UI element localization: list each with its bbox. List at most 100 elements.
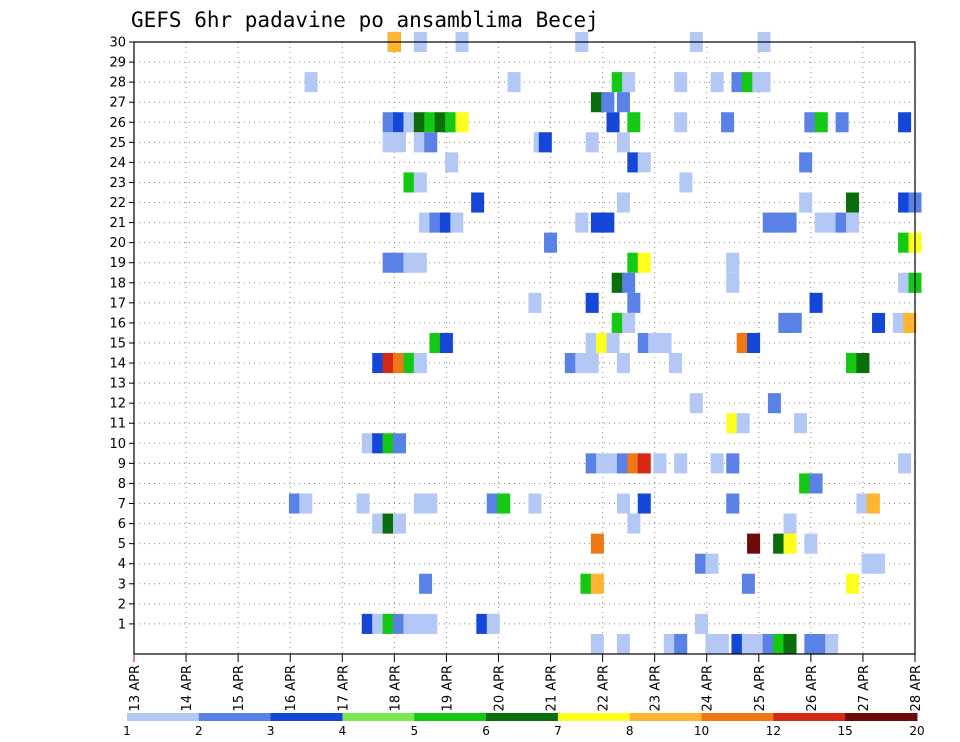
colorbar-label: 6 — [482, 724, 490, 738]
data-cell — [424, 112, 438, 133]
y-axis: 1234567891011121314151617181920212223242… — [109, 36, 134, 632]
y-tick-label: 18 — [109, 276, 126, 291]
data-cell — [695, 613, 709, 634]
data-cell — [372, 513, 386, 534]
data-cell — [486, 493, 500, 514]
data-cell — [898, 272, 912, 293]
data-cell — [627, 453, 641, 474]
colorbar-swatch — [557, 713, 631, 721]
data-cell — [627, 292, 641, 313]
data-cell — [585, 332, 599, 354]
x-tick-label: 23 APR — [649, 665, 664, 711]
data-cell — [731, 633, 745, 654]
data-cell — [372, 613, 386, 634]
data-cell — [653, 453, 667, 474]
data-cell — [476, 613, 490, 634]
colorbar-label: 4 — [339, 724, 347, 738]
data-cell — [658, 332, 672, 354]
data-cell — [403, 172, 417, 193]
data-cell — [736, 413, 750, 434]
data-cell — [622, 272, 636, 293]
y-tick-label: 4 — [118, 557, 126, 572]
data-cell — [731, 72, 745, 93]
colorbar-label: 2 — [195, 724, 203, 738]
colorbar-swatch — [629, 713, 703, 721]
y-tick-label: 15 — [109, 336, 126, 351]
data-cell — [601, 212, 615, 233]
data-cell — [762, 633, 776, 654]
plot-frame — [133, 41, 916, 655]
data-cell — [450, 212, 464, 233]
data-cell — [445, 112, 459, 133]
data-cell — [846, 573, 860, 594]
data-cell — [778, 312, 792, 333]
data-cell — [372, 353, 386, 374]
data-cell — [403, 252, 417, 273]
data-cell — [419, 573, 433, 594]
data-cell — [835, 212, 849, 233]
data-cell — [413, 252, 427, 273]
data-cell — [814, 633, 828, 654]
data-cell — [726, 252, 740, 273]
x-tick-label: 15 APR — [232, 665, 247, 711]
y-tick-label: 6 — [118, 517, 126, 532]
x-tick-label: 27 APR — [857, 665, 872, 711]
y-tick-label: 11 — [109, 417, 126, 432]
colorbar-swatch — [198, 713, 272, 721]
data-cell — [856, 493, 870, 514]
data-cell — [674, 72, 688, 93]
data-cell — [736, 332, 750, 354]
x-tick-label: 17 APR — [336, 665, 351, 711]
data-cell — [575, 212, 589, 233]
y-tick-label: 12 — [109, 397, 126, 412]
data-cell — [799, 152, 813, 173]
data-cell — [382, 112, 396, 133]
data-cell — [741, 573, 755, 594]
data-cell — [793, 413, 807, 434]
data-cell — [580, 573, 594, 594]
data-cell — [585, 353, 599, 374]
colorbar-swatch — [701, 713, 774, 721]
data-cell — [304, 72, 318, 93]
data-cell — [898, 112, 912, 133]
data-cell — [799, 192, 813, 213]
data-cell — [486, 613, 500, 634]
y-tick-label: 17 — [109, 296, 126, 311]
data-cell — [606, 332, 620, 354]
data-cell — [637, 332, 651, 354]
y-tick-label: 9 — [118, 457, 126, 472]
data-cell — [299, 493, 313, 514]
x-tick-label: 26 APR — [805, 665, 820, 711]
data-cell — [757, 72, 771, 93]
data-cell — [393, 613, 407, 634]
data-cell — [434, 112, 448, 133]
data-cell — [814, 212, 828, 233]
data-cell — [741, 72, 755, 93]
data-cell — [809, 292, 823, 313]
data-cell — [674, 453, 688, 474]
x-tick-label: 18 APR — [388, 665, 403, 711]
x-tick-label: 20 APR — [492, 665, 507, 711]
data-cell — [866, 493, 880, 514]
y-tick-label: 10 — [109, 437, 126, 452]
data-cell — [471, 192, 485, 213]
data-cell — [413, 132, 427, 153]
data-cell — [393, 353, 407, 374]
data-cell — [861, 553, 875, 574]
chart-title: GEFS 6hr padavine po ansamblima Becej — [131, 8, 599, 32]
data-cell — [413, 493, 427, 514]
x-tick-label: 19 APR — [440, 665, 455, 711]
data-cell — [715, 633, 729, 654]
data-cell — [382, 132, 396, 153]
data-cell — [627, 513, 641, 534]
data-cell — [705, 553, 719, 574]
data-cell — [648, 332, 662, 354]
colorbar-label: 20 — [909, 724, 924, 738]
data-cell — [356, 493, 370, 514]
data-cell — [616, 633, 630, 654]
data-cell — [382, 252, 396, 273]
data-cell — [846, 192, 860, 213]
data-cell — [393, 112, 407, 133]
data-cell — [439, 212, 453, 233]
